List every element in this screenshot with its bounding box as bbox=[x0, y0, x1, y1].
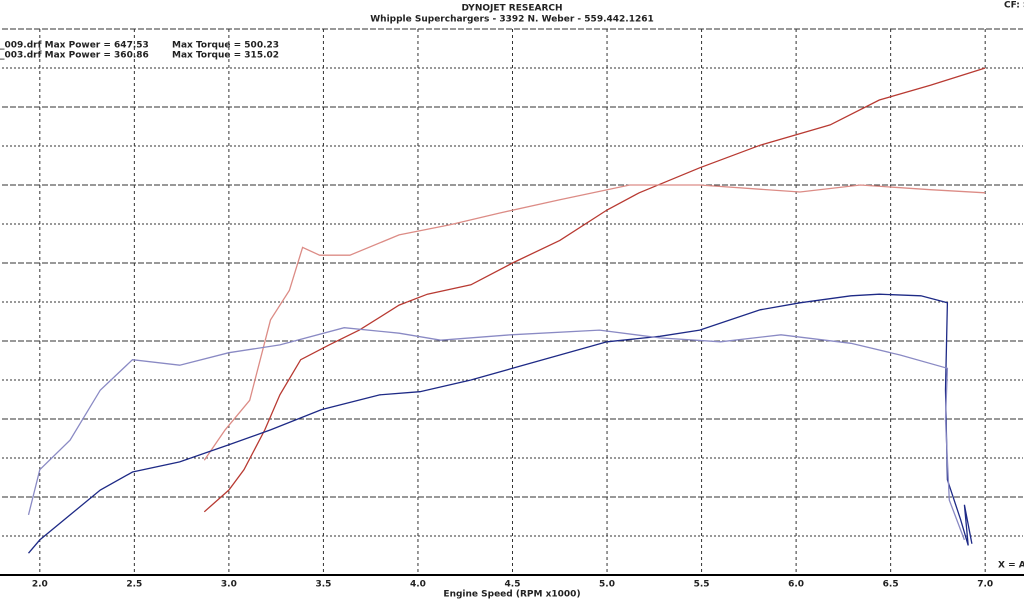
x-tick-label: 4.0 bbox=[410, 580, 426, 590]
legend-text: Max Torque = 500.23 bbox=[172, 41, 279, 51]
x-tick-label: 6.0 bbox=[788, 580, 804, 590]
legend-text: Max Torque = 315.02 bbox=[172, 51, 279, 61]
x-tick-label: 2.5 bbox=[126, 580, 142, 590]
chart-title: DYNOJET RESEARCH bbox=[461, 4, 562, 14]
x-tick-label: 7.0 bbox=[977, 580, 993, 590]
x-tick-label: 3.0 bbox=[221, 580, 237, 590]
legend-text: _009.drf Max Power = 647.53 bbox=[0, 41, 149, 51]
corner-label: CF: S bbox=[1004, 1, 1024, 11]
corner-label: X = A bbox=[998, 561, 1024, 571]
x-tick-label: 5.0 bbox=[599, 580, 615, 590]
x-tick-label: 6.5 bbox=[883, 580, 899, 590]
x-tick-label: 2.0 bbox=[32, 580, 48, 590]
x-axis-title: Engine Speed (RPM x1000) bbox=[443, 590, 580, 600]
series-line bbox=[27, 327, 966, 541]
series-line bbox=[203, 67, 986, 513]
legend-text: _003.drf Max Power = 360.86 bbox=[0, 51, 149, 61]
x-tick-label: 5.5 bbox=[694, 580, 710, 590]
chart-subtitle: Whipple Superchargers - 3392 N. Weber - … bbox=[370, 15, 654, 25]
x-tick-label: 3.5 bbox=[315, 580, 331, 590]
x-tick-label: 4.5 bbox=[505, 580, 521, 590]
series-line bbox=[28, 293, 973, 554]
series-line bbox=[203, 184, 986, 461]
